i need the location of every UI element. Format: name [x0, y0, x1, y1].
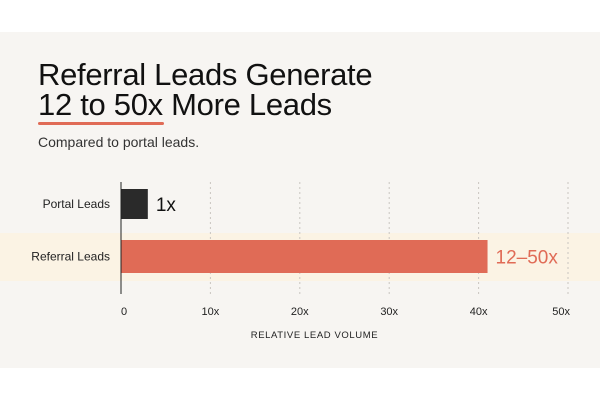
data-label: 12–50x: [496, 248, 559, 269]
x-tick-label: 10x: [202, 306, 220, 318]
title-line-2: 12 to 50x More Leads: [38, 87, 332, 122]
x-tick-label: 0: [121, 306, 127, 318]
x-tick-labels: 0 10x 20x 30x 40x 50x: [121, 306, 570, 318]
grid-lines: [209, 182, 569, 294]
x-tick-label: 50x: [552, 306, 570, 318]
x-axis-title: RELATIVE LEAD VOLUME: [251, 330, 378, 341]
category-labels: Portal Leads Referral Leads: [31, 197, 110, 264]
x-tick-label: 20x: [291, 306, 309, 318]
x-tick-label: 30x: [380, 306, 398, 318]
chart-title: Referral Leads Generate 12 to 50x More L…: [38, 57, 373, 122]
chart-card: [0, 32, 600, 368]
data-labels: 1x 12–50x: [156, 195, 559, 269]
chart-subtitle: Compared to portal leads.: [38, 134, 200, 150]
bar-portal-leads: [121, 189, 148, 219]
data-label: 1x: [156, 195, 177, 216]
title-underline-accent: [38, 122, 164, 125]
bar-referral-leads: [121, 240, 488, 273]
bars: [121, 189, 488, 273]
category-label: Referral Leads: [31, 250, 110, 264]
x-tick-label: 40x: [470, 306, 488, 318]
title-line-1: Referral Leads Generate: [38, 57, 373, 92]
category-label: Portal Leads: [43, 197, 110, 211]
